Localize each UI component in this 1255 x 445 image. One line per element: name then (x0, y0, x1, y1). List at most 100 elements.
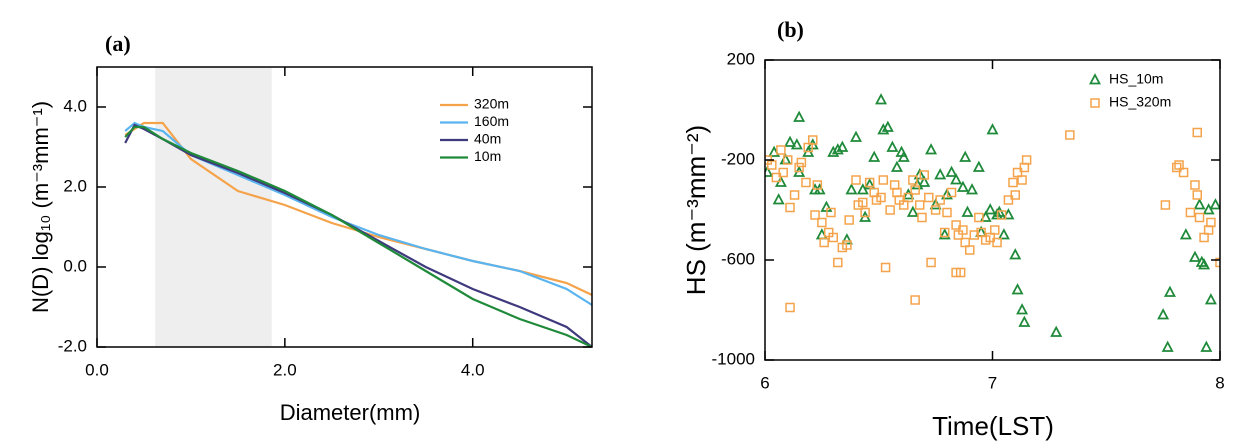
square-marker (969, 230, 980, 240)
square-marker (785, 302, 795, 313)
triangle-marker (890, 160, 903, 172)
square-marker (826, 207, 836, 218)
square-marker (880, 262, 891, 273)
square-marker (817, 217, 827, 228)
square-marker (1206, 217, 1216, 228)
square-marker (810, 210, 820, 220)
square-marker (914, 200, 925, 210)
chart-title: (b) (777, 17, 804, 42)
triangle-marker (1200, 340, 1213, 352)
square-marker (924, 192, 934, 203)
triangle-marker (918, 175, 931, 187)
square-marker (996, 210, 1007, 220)
square-marker (833, 257, 843, 268)
triangle-marker (1161, 340, 1174, 352)
plot-area (124, 121, 592, 347)
triangle-marker (1016, 303, 1029, 315)
legend-label: 160m (474, 113, 509, 129)
triangle-marker (868, 150, 881, 162)
triangle-marker (1179, 228, 1192, 240)
legend-swatch (1089, 73, 1101, 85)
legend-label: 320m (474, 96, 509, 112)
square-marker (955, 267, 966, 278)
square-marker (939, 227, 950, 238)
square-marker (1194, 212, 1205, 223)
triangle-marker (836, 140, 849, 152)
square-marker (851, 175, 861, 185)
legend-label: HS_10m (1109, 71, 1163, 87)
square-marker (1017, 175, 1027, 185)
square-marker (1215, 257, 1220, 268)
triangle-marker (956, 180, 969, 192)
square-marker (908, 175, 918, 185)
square-marker (858, 197, 868, 208)
square-marker (864, 177, 875, 188)
triangle-marker (790, 138, 803, 150)
triangle-marker (850, 130, 862, 142)
triangle-marker (986, 123, 999, 135)
triangle-marker (1204, 293, 1217, 305)
y-tick-label: -600 (721, 249, 755, 268)
square-marker (910, 295, 920, 305)
square-marker (789, 190, 800, 200)
square-marker (1160, 200, 1171, 210)
square-marker (903, 192, 914, 203)
triangle-marker (950, 173, 963, 185)
square-marker (974, 212, 984, 223)
triangle-marker (1193, 198, 1206, 210)
triangle-marker (959, 150, 972, 162)
series-line (124, 121, 592, 306)
triangle-marker (972, 160, 985, 172)
square-marker (828, 232, 838, 243)
triangle-marker (1163, 285, 1176, 297)
x-tick-label: 4.0 (461, 360, 485, 379)
triangle-marker (784, 135, 797, 147)
y-tick-label: 0.0 (63, 256, 87, 275)
square-marker (778, 167, 788, 178)
square-marker (842, 240, 852, 250)
square-marker (990, 225, 1000, 235)
triangle-marker (1018, 315, 1031, 327)
triangle-marker (906, 205, 919, 217)
x-axis-label: Diameter(mm) (280, 400, 421, 425)
triangle-marker (793, 110, 806, 122)
plot-area (765, 93, 1220, 352)
triangle-marker (877, 123, 890, 135)
triangle-marker (938, 228, 951, 240)
square-marker (878, 175, 889, 185)
square-marker (935, 195, 945, 205)
triangle-marker (1157, 308, 1170, 320)
square-marker (1021, 155, 1032, 165)
square-marker (785, 202, 795, 213)
triangle-marker (897, 150, 910, 162)
x-tick-label: 8 (1215, 373, 1224, 392)
y-axis-label: HS (m⁻³mm⁻²) (681, 125, 711, 295)
square-marker (1190, 180, 1200, 190)
square-marker (1178, 167, 1189, 178)
triangle-marker (875, 93, 888, 105)
square-marker (951, 220, 961, 230)
x-tick-label: 7 (988, 373, 997, 392)
triangle-marker (997, 228, 1010, 240)
square-marker (1010, 190, 1020, 200)
triangle-marker (1050, 325, 1063, 337)
square-marker (783, 155, 793, 165)
square-marker (860, 207, 870, 218)
square-marker (1185, 207, 1196, 218)
square-marker (844, 215, 854, 225)
triangle-marker (1011, 283, 1024, 295)
square-marker (942, 207, 952, 218)
square-marker (1003, 195, 1014, 205)
triangle-marker (1009, 248, 1022, 260)
square-marker (926, 257, 936, 268)
triangle-marker (886, 140, 899, 152)
x-tick-label: 6 (760, 373, 769, 392)
square-marker (1172, 162, 1182, 173)
square-marker (796, 157, 807, 168)
triangle-marker (984, 203, 997, 215)
triangle-marker (881, 120, 894, 132)
square-marker (1192, 127, 1202, 138)
square-marker (767, 160, 777, 170)
legend-swatch (1090, 98, 1100, 108)
square-marker (808, 135, 818, 145)
